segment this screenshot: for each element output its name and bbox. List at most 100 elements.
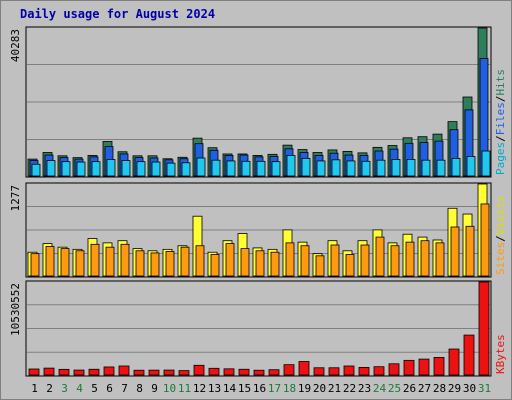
max-label-visits: 1277 bbox=[9, 185, 22, 212]
bar-sites-day-26 bbox=[405, 241, 415, 277]
day-label-5: 5 bbox=[91, 382, 98, 395]
day-label-27: 27 bbox=[418, 382, 431, 395]
bar-pages-day-17 bbox=[271, 161, 281, 177]
legend-entry-sep: / bbox=[494, 235, 507, 242]
day-label-15: 15 bbox=[238, 382, 251, 395]
bar-kbytes-day-24 bbox=[373, 366, 385, 376]
bar-kbytes-day-26 bbox=[403, 359, 415, 376]
bar-sites-day-16 bbox=[255, 250, 265, 277]
bar-sites-day-10 bbox=[165, 251, 175, 277]
bar-kbytes-day-11 bbox=[178, 370, 190, 376]
bar-sites-day-31 bbox=[480, 203, 490, 277]
bar-pages-day-3 bbox=[61, 161, 71, 177]
bar-sites-day-20 bbox=[315, 255, 325, 277]
bar-kbytes-day-23 bbox=[358, 367, 370, 376]
day-label-17: 17 bbox=[268, 382, 281, 395]
day-label-18: 18 bbox=[283, 382, 296, 395]
bar-sites-day-2 bbox=[45, 246, 55, 277]
legend-entry-sep: / bbox=[494, 135, 507, 142]
bar-kbytes-day-12 bbox=[193, 364, 205, 376]
bar-sites-day-17 bbox=[270, 251, 280, 277]
day-label-3: 3 bbox=[61, 382, 68, 395]
day-label-22: 22 bbox=[343, 382, 356, 395]
bar-kbytes-day-20 bbox=[313, 367, 325, 376]
bar-pages-day-19 bbox=[301, 157, 311, 177]
day-label-6: 6 bbox=[106, 382, 113, 395]
bar-pages-day-2 bbox=[46, 160, 56, 177]
legend-entry-kbytes: KBytes bbox=[494, 334, 507, 374]
day-label-31: 31 bbox=[478, 382, 491, 395]
bar-kbytes-day-10 bbox=[163, 369, 175, 376]
bar-kbytes-day-16 bbox=[253, 369, 265, 376]
bar-pages-day-12 bbox=[196, 157, 206, 177]
bar-pages-day-15 bbox=[241, 160, 251, 177]
bar-pages-day-7 bbox=[121, 160, 131, 177]
bar-sites-day-18 bbox=[285, 242, 295, 277]
day-label-9: 9 bbox=[151, 382, 158, 395]
bar-pages-day-24 bbox=[376, 159, 386, 177]
bar-sites-day-15 bbox=[240, 248, 250, 277]
bar-sites-day-30 bbox=[465, 225, 475, 277]
bar-pages-day-6 bbox=[106, 159, 116, 177]
day-label-11: 11 bbox=[178, 382, 191, 395]
bar-kbytes-day-7 bbox=[118, 365, 130, 376]
legend-entry-files: Files bbox=[494, 102, 507, 135]
day-label-19: 19 bbox=[298, 382, 311, 395]
max-label-hits: 40283 bbox=[9, 29, 22, 62]
bar-kbytes-day-1 bbox=[28, 368, 40, 376]
day-label-1: 1 bbox=[31, 382, 38, 395]
day-label-4: 4 bbox=[76, 382, 83, 395]
bar-kbytes-day-31 bbox=[478, 281, 490, 376]
bar-pages-day-31 bbox=[481, 150, 491, 177]
bar-sites-day-24 bbox=[375, 236, 385, 277]
day-label-16: 16 bbox=[253, 382, 266, 395]
bar-kbytes-day-14 bbox=[223, 368, 235, 376]
day-label-24: 24 bbox=[373, 382, 387, 395]
bar-kbytes-day-21 bbox=[328, 367, 340, 376]
chart-title: Daily usage for August 2024 bbox=[20, 7, 216, 21]
bar-pages-day-14 bbox=[226, 160, 236, 177]
bar-pages-day-28 bbox=[436, 159, 446, 177]
bar-sites-day-28 bbox=[435, 242, 445, 277]
bar-sites-day-3 bbox=[60, 248, 70, 277]
bar-sites-day-23 bbox=[360, 244, 370, 277]
bar-kbytes-day-25 bbox=[388, 363, 400, 376]
day-label-23: 23 bbox=[358, 382, 371, 395]
bar-sites-day-22 bbox=[345, 253, 355, 277]
day-label-10: 10 bbox=[163, 382, 176, 395]
day-label-29: 29 bbox=[448, 382, 461, 395]
legend-entry-hits: Hits bbox=[494, 69, 507, 96]
bar-pages-day-11 bbox=[181, 162, 191, 177]
bar-kbytes-day-5 bbox=[88, 368, 100, 376]
bar-kbytes-day-4 bbox=[73, 369, 85, 376]
bar-sites-day-25 bbox=[390, 245, 400, 277]
day-label-20: 20 bbox=[313, 382, 326, 395]
day-label-21: 21 bbox=[328, 382, 341, 395]
day-label-25: 25 bbox=[388, 382, 401, 395]
bar-sites-day-29 bbox=[450, 226, 460, 277]
day-label-7: 7 bbox=[121, 382, 128, 395]
day-label-8: 8 bbox=[136, 382, 143, 395]
day-label-2: 2 bbox=[46, 382, 53, 395]
bar-sites-day-7 bbox=[120, 243, 130, 277]
bar-kbytes-day-6 bbox=[103, 366, 115, 376]
day-label-26: 26 bbox=[403, 382, 416, 395]
bar-pages-day-4 bbox=[76, 161, 86, 177]
bar-sites-day-12 bbox=[195, 245, 205, 277]
legend-entry-sites: Sites bbox=[494, 242, 507, 275]
bar-pages-day-10 bbox=[166, 162, 176, 177]
bar-kbytes-day-13 bbox=[208, 367, 220, 376]
max-label-kbytes: 10530552 bbox=[9, 283, 22, 336]
legend-hits: Pages/Files/Hits bbox=[494, 69, 507, 175]
bar-pages-day-29 bbox=[451, 157, 461, 177]
bar-kbytes-day-17 bbox=[268, 369, 280, 376]
bar-pages-day-25 bbox=[391, 159, 401, 177]
bar-pages-day-27 bbox=[421, 159, 431, 177]
bar-sites-day-14 bbox=[225, 243, 235, 277]
bar-pages-day-5 bbox=[91, 161, 101, 177]
bar-kbytes-day-29 bbox=[448, 348, 460, 376]
bar-kbytes-day-3 bbox=[58, 368, 70, 376]
bar-pages-day-1 bbox=[31, 163, 41, 177]
bar-sites-day-1 bbox=[30, 253, 40, 277]
